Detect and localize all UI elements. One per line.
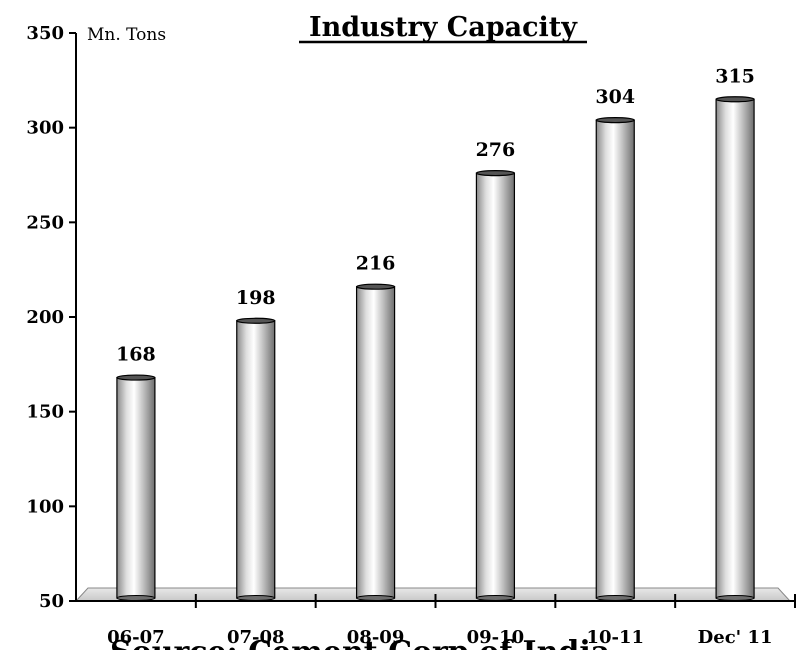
data-label: 198 xyxy=(236,287,276,309)
x-tick-label: 06-07 xyxy=(107,627,165,648)
y-tick-label: 50 xyxy=(39,591,64,612)
unit-label: Mn. Tons xyxy=(87,25,166,45)
data-label: 216 xyxy=(356,253,396,275)
y-tick-label: 250 xyxy=(26,212,64,233)
bar-base xyxy=(116,595,156,601)
bar-base xyxy=(475,595,515,601)
bar xyxy=(355,283,396,601)
bar-base xyxy=(356,595,396,601)
bar-top xyxy=(116,374,156,381)
bar-body xyxy=(355,286,396,599)
bar-top xyxy=(236,317,276,324)
chart-title: Industry Capacity xyxy=(309,12,578,43)
chart-floor xyxy=(74,587,792,602)
axes: 50 100 150 200 250 300 350 xyxy=(26,23,796,612)
data-label: 168 xyxy=(116,344,156,366)
x-tick-label: Dec' 11 xyxy=(698,627,773,648)
bar-top xyxy=(475,170,516,177)
data-label: 304 xyxy=(595,86,635,108)
bar-body xyxy=(116,376,156,599)
bar xyxy=(715,96,755,601)
labels: 168 06-07 198 07-08 216 08-09 276 09-10 304 10-11… xyxy=(107,65,772,648)
x-tick-label: 09-10 xyxy=(467,627,525,648)
bar-base xyxy=(715,595,755,601)
bar-body xyxy=(475,172,516,599)
bar-top xyxy=(595,116,635,124)
bar xyxy=(475,170,516,601)
bars xyxy=(116,96,755,601)
bar-base xyxy=(236,595,276,601)
footer-text: Source: Cement Corp of India xyxy=(110,635,610,650)
bar-top xyxy=(355,283,396,290)
bar xyxy=(116,374,156,601)
bar xyxy=(236,317,276,601)
bar-top xyxy=(715,96,755,103)
bar xyxy=(595,116,635,601)
y-tick-label: 100 xyxy=(26,496,64,517)
x-tick-label: 08-09 xyxy=(347,627,405,648)
bar-base xyxy=(595,595,635,601)
bar-body xyxy=(715,98,755,599)
y-tick-label: 300 xyxy=(26,118,64,139)
x-tick-label: 07-08 xyxy=(227,627,285,648)
bar-body xyxy=(236,320,276,599)
data-label: 315 xyxy=(715,65,755,87)
y-tick-label: 200 xyxy=(26,307,64,328)
y-tick-label: 350 xyxy=(26,23,64,44)
x-tick-label: 10-11 xyxy=(586,627,644,648)
bar-body xyxy=(595,119,635,599)
data-label: 276 xyxy=(476,139,516,161)
y-tick-label: 150 xyxy=(26,402,64,423)
